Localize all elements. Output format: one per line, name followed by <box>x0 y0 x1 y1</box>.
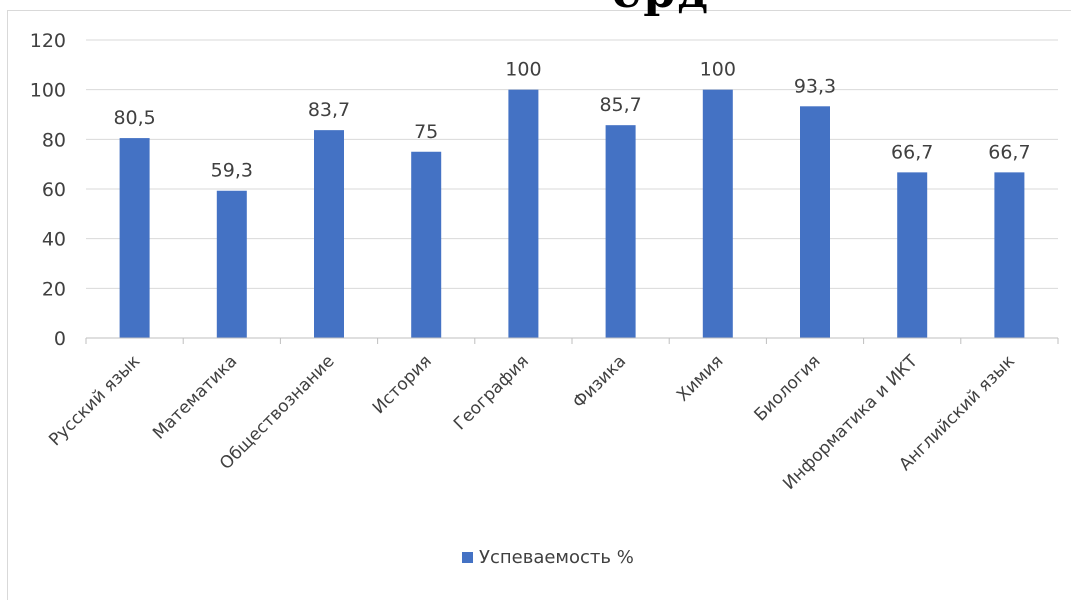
category-label: Биология <box>751 351 825 425</box>
category-label: История <box>369 351 436 418</box>
data-label: 75 <box>414 121 438 143</box>
bar <box>897 172 928 338</box>
y-tick-label: 20 <box>42 278 66 300</box>
data-label: 85,7 <box>599 94 641 116</box>
data-label: 59,3 <box>211 160 253 182</box>
y-tick-label: 80 <box>42 129 66 151</box>
chart-frame <box>7 10 1071 600</box>
data-label: 100 <box>505 59 541 81</box>
cropped-heading-text: ерд <box>612 0 710 16</box>
category-label: Физика <box>569 351 630 412</box>
category-label: Русский язык <box>45 351 144 450</box>
bar <box>119 138 150 338</box>
y-tick-label: 60 <box>42 179 66 201</box>
data-label: 93,3 <box>794 75 836 97</box>
data-label: 80,5 <box>113 107 155 129</box>
y-tick-label: 0 <box>54 328 66 350</box>
bar <box>411 151 442 338</box>
bar <box>314 130 344 338</box>
data-label: 83,7 <box>308 99 350 121</box>
y-tick-label: 120 <box>30 30 66 52</box>
bar <box>800 106 830 339</box>
category-label: География <box>450 351 533 434</box>
category-label: Математика <box>149 351 241 443</box>
bar <box>508 89 539 339</box>
data-label: 66,7 <box>988 141 1030 163</box>
bar <box>994 172 1025 338</box>
data-label: 66,7 <box>891 141 933 163</box>
cropped-heading-fragment: ерд <box>612 0 772 16</box>
data-label: 100 <box>700 59 736 81</box>
bar <box>605 125 636 338</box>
bar <box>216 190 247 338</box>
y-tick-label: 40 <box>42 229 66 251</box>
legend-label: Успеваемость % <box>479 547 634 568</box>
bar <box>702 89 733 339</box>
category-label: Химия <box>673 351 727 405</box>
y-tick-label: 100 <box>30 80 66 102</box>
legend-swatch <box>462 552 473 563</box>
